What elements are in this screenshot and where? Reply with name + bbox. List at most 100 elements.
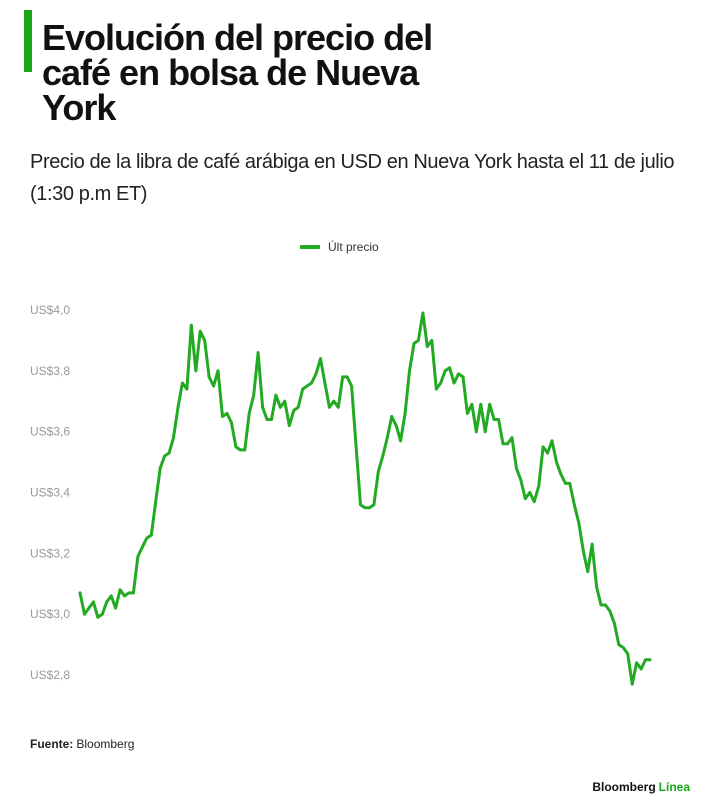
data-point (532, 500, 536, 503)
data-point (256, 351, 260, 354)
data-point (363, 506, 367, 510)
data-point (621, 646, 625, 649)
data-point (564, 482, 567, 485)
data-point (595, 585, 598, 589)
data-point (247, 412, 251, 415)
data-point (599, 603, 603, 607)
data-point (287, 424, 291, 427)
data-point (127, 591, 131, 595)
data-point (443, 369, 447, 373)
data-point (608, 609, 612, 613)
y-tick-label: US$3,6 (30, 425, 70, 439)
brand-main: Bloomberg (592, 780, 656, 794)
data-point (132, 591, 135, 595)
source-value: Bloomberg (76, 737, 135, 751)
data-point (283, 399, 287, 403)
data-point (403, 412, 407, 415)
data-point (510, 436, 514, 440)
data-point (323, 381, 327, 385)
data-point (417, 339, 420, 342)
price-line-chart: US$2,8 US$3,0 US$3,2 US$3,4 US$3,6 US$3,8 US$4… (30, 303, 652, 686)
chart-legend: Últ precio (300, 240, 379, 254)
data-point (109, 594, 113, 598)
data-point (550, 439, 554, 443)
data-point (176, 405, 180, 409)
data-point (528, 491, 532, 494)
data-point (555, 460, 558, 464)
data-point (635, 661, 638, 665)
brand-accent: Línea (658, 780, 690, 794)
data-point (457, 372, 460, 376)
legend-swatch (300, 245, 320, 249)
data-point (123, 594, 126, 598)
data-point (78, 591, 82, 595)
data-point (203, 339, 207, 342)
data-point (310, 381, 313, 385)
data-point (261, 405, 264, 409)
source-label: Fuente: (30, 737, 74, 751)
data-point (559, 472, 563, 476)
data-point (523, 497, 527, 500)
data-point (221, 415, 224, 418)
data-point (630, 682, 634, 686)
data-point (136, 555, 140, 558)
data-point (394, 424, 398, 427)
data-point (154, 500, 158, 503)
data-point (96, 615, 100, 619)
data-point (613, 621, 616, 625)
data-point (270, 418, 273, 421)
data-point (412, 342, 416, 345)
data-point (506, 442, 509, 446)
brand-logo: Bloomberg Línea (592, 780, 690, 794)
data-point (238, 448, 242, 452)
data-point (181, 381, 184, 385)
data-point (546, 451, 549, 455)
data-point (105, 600, 109, 604)
data-point (212, 384, 216, 388)
data-point (100, 612, 104, 616)
data-point (140, 545, 144, 549)
title-accent-bar (24, 10, 32, 72)
data-point (372, 503, 376, 507)
data-point (515, 466, 518, 470)
series-line-ult-precio (78, 311, 652, 686)
data-point (497, 418, 500, 421)
data-point (279, 405, 282, 409)
data-point (430, 339, 434, 342)
data-point (305, 384, 309, 388)
data-point (198, 329, 202, 333)
series-points (78, 311, 652, 686)
y-axis: US$2,8 US$3,0 US$3,2 US$3,4 US$3,6 US$3,8 US$4… (30, 303, 70, 682)
legend-label: Últ precio (328, 240, 379, 254)
data-point (167, 451, 171, 455)
data-point (345, 375, 349, 379)
data-point (537, 485, 541, 488)
y-tick-label: US$3,2 (30, 546, 70, 560)
data-point (461, 375, 465, 379)
y-tick-label: US$4,0 (30, 303, 70, 317)
data-point (488, 402, 492, 406)
data-point (243, 448, 247, 452)
data-point (87, 606, 91, 610)
data-point (194, 369, 198, 373)
data-point (639, 667, 643, 671)
data-point (381, 454, 385, 458)
data-point (301, 387, 305, 391)
data-point (541, 445, 545, 449)
data-point (328, 405, 331, 409)
data-point (172, 436, 175, 440)
data-point (439, 381, 443, 385)
data-point (118, 588, 122, 592)
data-point (390, 415, 394, 418)
data-point (434, 387, 438, 391)
data-point (568, 482, 572, 485)
data-point (519, 478, 523, 482)
data-point (350, 384, 353, 388)
data-point (644, 658, 647, 662)
chart-title: Evolución del precio del café en bolsa d… (42, 17, 433, 128)
data-point (399, 439, 402, 443)
data-point (158, 466, 162, 470)
data-point (577, 521, 581, 525)
data-point (421, 311, 425, 315)
data-point (341, 375, 345, 379)
